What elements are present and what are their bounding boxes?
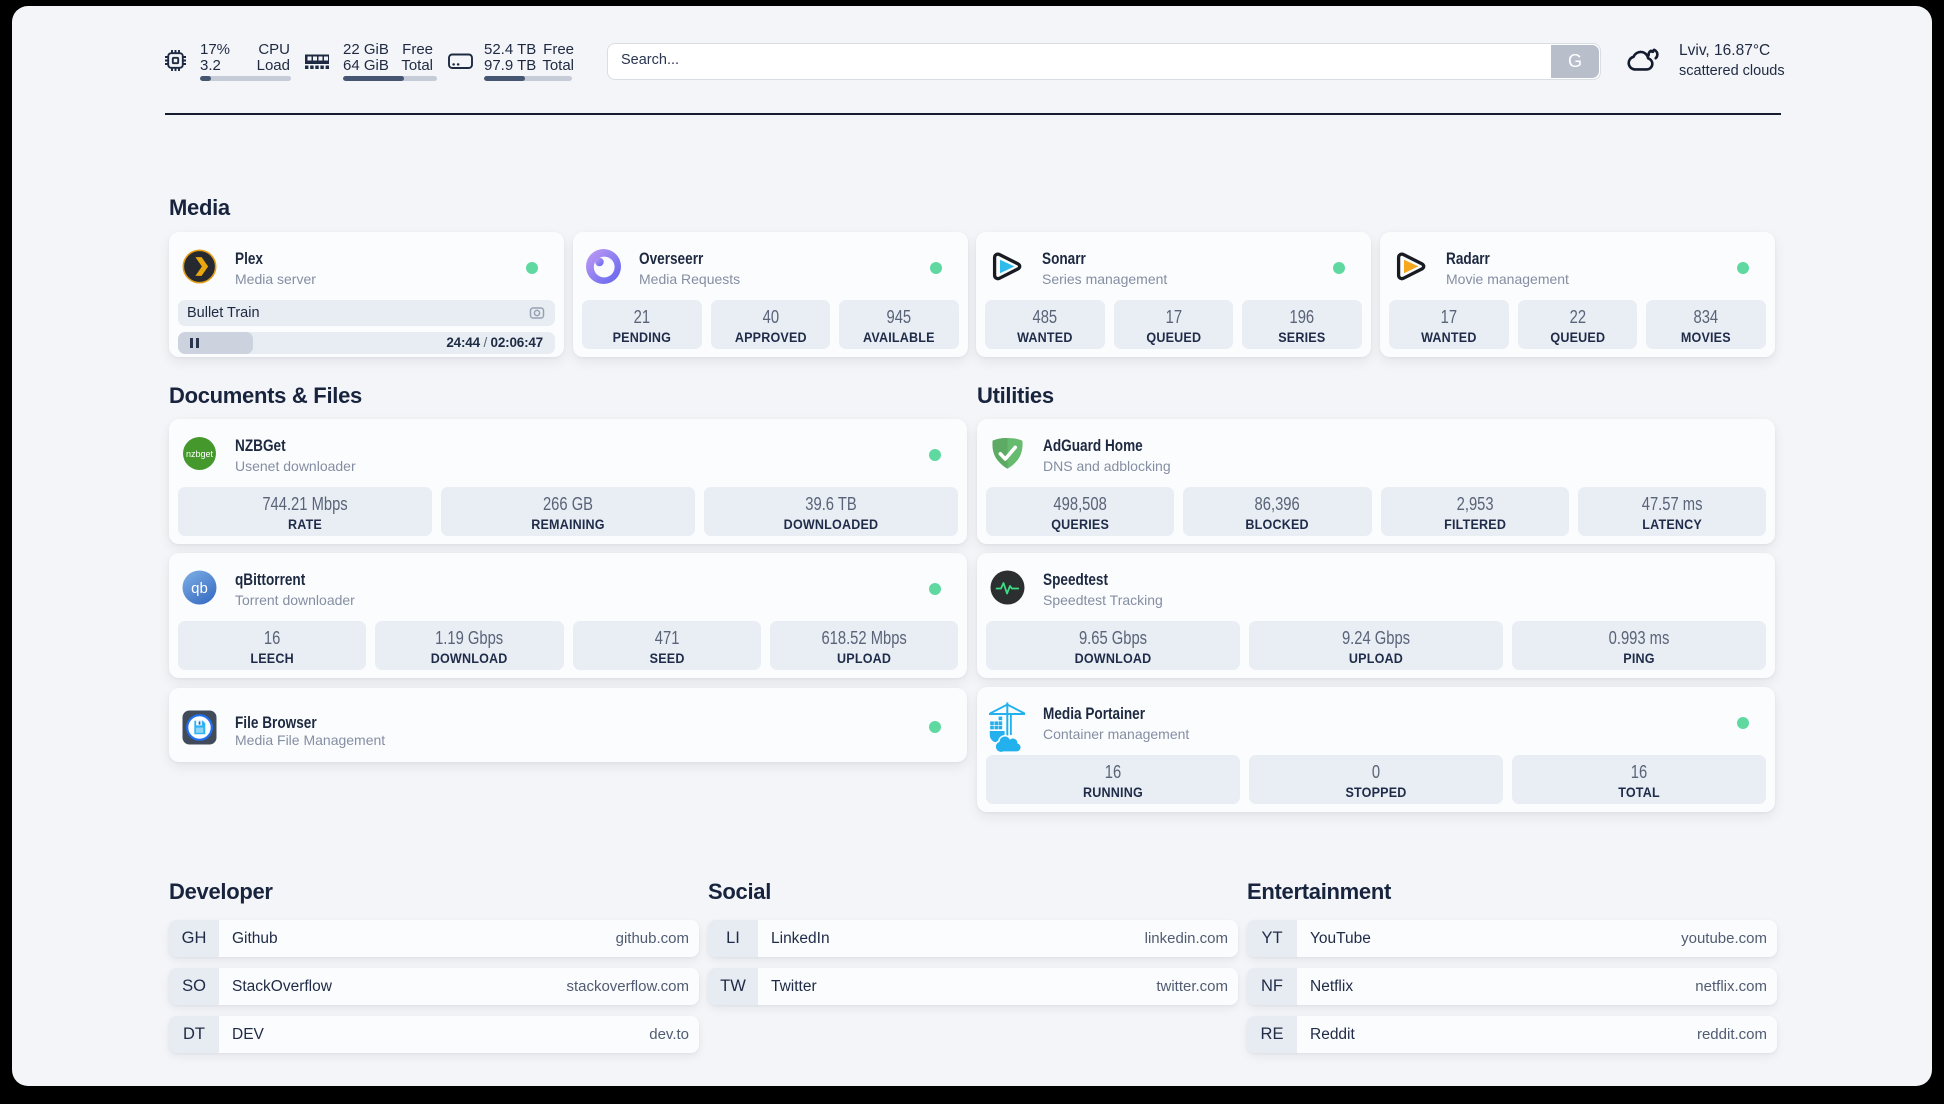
svg-text:qb: qb: [191, 580, 208, 597]
svg-text:nzbget: nzbget: [186, 449, 214, 459]
